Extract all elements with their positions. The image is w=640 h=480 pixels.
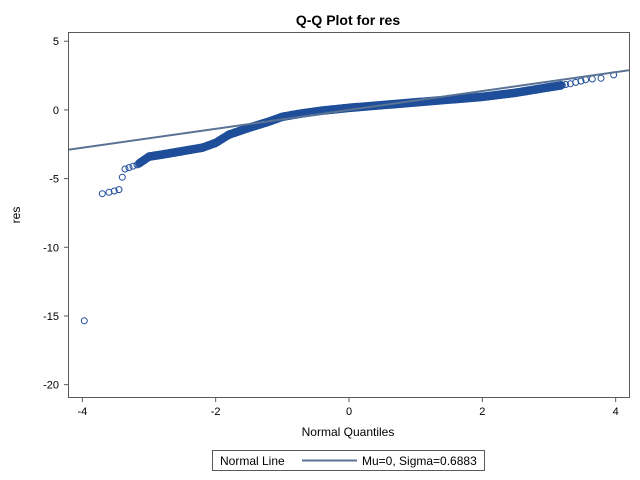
y-tick-label: -15 xyxy=(43,311,59,323)
legend-entry: Mu=0, Sigma=0.6883 xyxy=(362,454,477,468)
x-tick-label: -2 xyxy=(211,406,221,418)
x-axis: -4 -2 0 2 4 xyxy=(77,397,619,418)
y-tick-label: -10 xyxy=(43,242,59,254)
y-tick-label: -5 xyxy=(49,174,59,186)
y-tick-label: 5 xyxy=(53,36,59,48)
data-point xyxy=(558,81,566,89)
x-tick-label: -4 xyxy=(77,406,87,418)
data-point xyxy=(118,173,126,181)
y-axis-label: res xyxy=(9,207,23,224)
chart-title: Q-Q Plot for res xyxy=(296,12,400,28)
data-point xyxy=(557,82,565,90)
data-point xyxy=(98,190,106,198)
normal-reference-line xyxy=(69,69,629,151)
normal-line-layer xyxy=(69,69,629,151)
data-point xyxy=(577,77,585,85)
legend: Normal Line Mu=0, Sigma=0.6883 xyxy=(212,450,485,471)
x-tick-label: 0 xyxy=(346,406,352,418)
data-point xyxy=(597,74,605,82)
y-tick-label: -20 xyxy=(43,380,59,392)
x-axis-label: Normal Quantiles xyxy=(302,425,395,439)
y-tick-label: 0 xyxy=(53,105,59,117)
data-point xyxy=(125,164,133,172)
x-tick-label: 4 xyxy=(613,406,619,418)
y-axis: 5 0 -5 -10 -15 -20 xyxy=(43,36,69,392)
data-point xyxy=(121,165,129,173)
data-point xyxy=(80,317,88,325)
data-point xyxy=(115,186,123,194)
data-point xyxy=(110,187,118,195)
data-point xyxy=(129,162,137,170)
x-tick-label: 2 xyxy=(479,406,485,418)
legend-title: Normal Line xyxy=(220,454,285,468)
